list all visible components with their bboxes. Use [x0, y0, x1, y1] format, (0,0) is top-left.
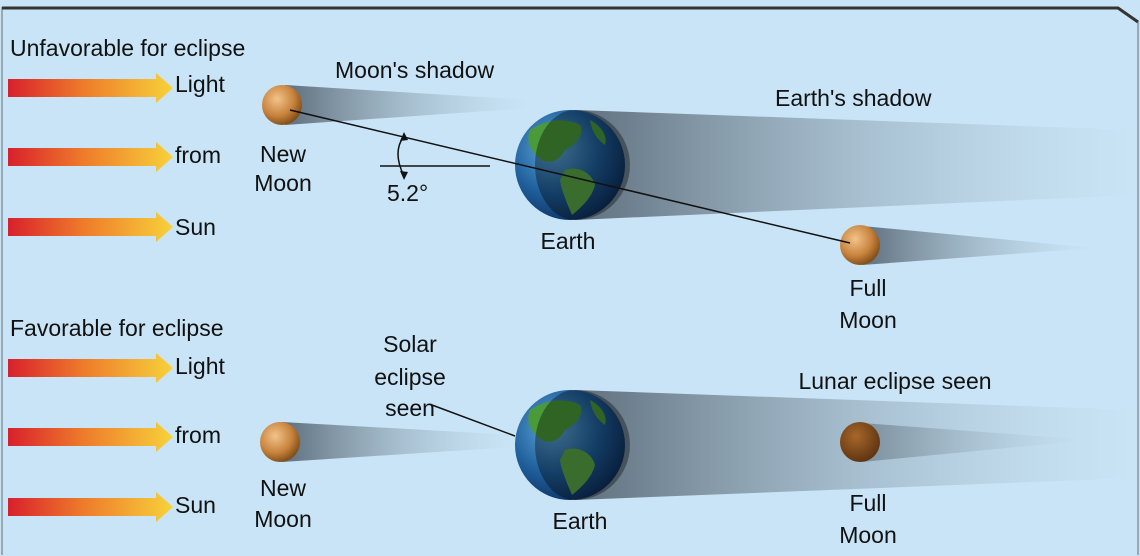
page: Unfavorable for eclipse Light from Sun M…	[0, 0, 1140, 556]
arrow-label: Sun	[175, 492, 216, 518]
arrow-label: from	[175, 142, 221, 168]
label-full-moon: Full	[849, 490, 886, 516]
label-lunar-eclipse: Lunar eclipse seen	[798, 368, 991, 394]
label-earth-shadow: Earth's shadow	[775, 85, 932, 111]
panel-title: Unfavorable for eclipse	[10, 35, 245, 61]
earth	[515, 390, 630, 500]
label-earth: Earth	[553, 508, 608, 534]
label-solar-eclipse: Solar	[383, 331, 437, 357]
earth	[515, 110, 630, 220]
arrow-label: Light	[175, 71, 225, 97]
diagram: Unfavorable for eclipse Light from Sun M…	[0, 0, 1140, 556]
new-moon	[260, 422, 300, 462]
label-full-moon: Moon	[839, 522, 897, 548]
full-moon	[840, 225, 880, 265]
arrow-label: from	[175, 422, 221, 448]
label-new-moon: Moon	[254, 170, 312, 196]
label-angle: 5.2°	[387, 180, 428, 206]
label-moon-shadow: Moon's shadow	[335, 57, 494, 83]
label-new-moon: New	[260, 141, 306, 167]
label-new-moon: Moon	[254, 506, 312, 532]
label-new-moon: New	[260, 475, 306, 501]
label-full-moon: Moon	[839, 307, 897, 333]
label-earth: Earth	[541, 228, 596, 254]
label-full-moon: Full	[849, 275, 886, 301]
arrow-label: Sun	[175, 214, 216, 240]
panel-title: Favorable for eclipse	[10, 315, 224, 341]
full-moon-eclipsed	[840, 422, 880, 462]
label-solar-eclipse: eclipse	[374, 364, 446, 390]
arrow-label: Light	[175, 353, 225, 379]
label-solar-eclipse: seen	[385, 395, 435, 421]
new-moon	[262, 85, 302, 125]
